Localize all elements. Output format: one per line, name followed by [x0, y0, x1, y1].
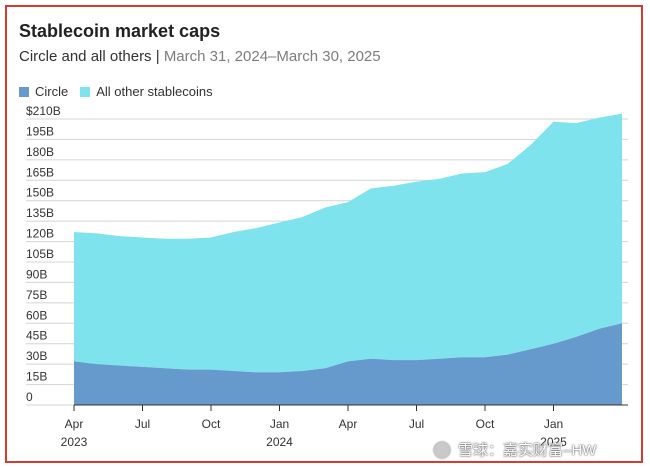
y-tick-label: 120B [26, 227, 54, 241]
y-tick-label: 135B [26, 206, 54, 220]
x-tick-label: Jan [270, 417, 289, 431]
watermark-text: 雪球：嘉实财富–HW [458, 442, 597, 459]
legend-label-circle: Circle [35, 84, 69, 99]
x-tick-label: Apr [65, 417, 84, 431]
area-circle [74, 323, 622, 405]
y-tick-label: 45B [26, 329, 47, 343]
y-tick-label: 90B [26, 267, 47, 281]
x-tick-label: Jul [409, 417, 424, 431]
y-tick-label: 75B [26, 288, 47, 302]
legend-swatch-circle [19, 86, 29, 97]
y-tick-label: 150B [26, 186, 54, 200]
y-tick-label: 15B [26, 370, 47, 384]
subtitle-separator: | [155, 48, 160, 65]
y-tick-label: $210B [26, 104, 61, 118]
x-tick-year: 2025 [540, 435, 567, 449]
subtitle-period: March 31, 2024–March 30, 2025 [163, 48, 381, 65]
x-tick-label: Oct [476, 417, 495, 431]
y-tick-label: 0 [26, 390, 33, 404]
x-tick-year: 2024 [266, 435, 293, 449]
x-tick-year: 2023 [61, 435, 88, 449]
x-tick-label: Oct [202, 417, 221, 431]
legend-swatch-others [80, 86, 91, 97]
snowball-logo-icon [434, 441, 450, 458]
y-tick-label: 180B [26, 145, 54, 159]
chart-title: Stablecoin market caps [19, 21, 221, 41]
y-tick-label: 30B [26, 349, 47, 363]
area-series [74, 113, 622, 405]
x-axis: Apr 2023 Jul Oct Jan 2024 Apr Jul Oct Jan 2025 [61, 404, 628, 449]
x-tick-label: Jul [135, 417, 150, 431]
chart-subtitle: Circle and all others | March 31, 2024–M… [19, 48, 381, 65]
y-tick-label: 105B [26, 247, 54, 261]
x-tick-label: Apr [339, 417, 358, 431]
legend-label-others: All other stablecoins [96, 84, 213, 99]
y-tick-label: 195B [26, 124, 54, 138]
subtitle-text: Circle and all others [19, 48, 152, 65]
legend-item-others: All other stablecoins [80, 84, 213, 99]
legend: Circle All other stablecoins [19, 84, 225, 99]
y-axis-labels: $210B 195B 180B 165B 150B 135B 120B 105B 90B 75B 6… [26, 104, 61, 404]
area-all-other-stablecoins [74, 113, 622, 373]
legend-item-circle: Circle [19, 84, 68, 99]
x-tick-label: Jan [544, 417, 563, 431]
y-tick-label: 60B [26, 308, 47, 322]
y-tick-label: 165B [26, 165, 54, 179]
watermark: 雪球：嘉实财富–HW [434, 439, 596, 460]
